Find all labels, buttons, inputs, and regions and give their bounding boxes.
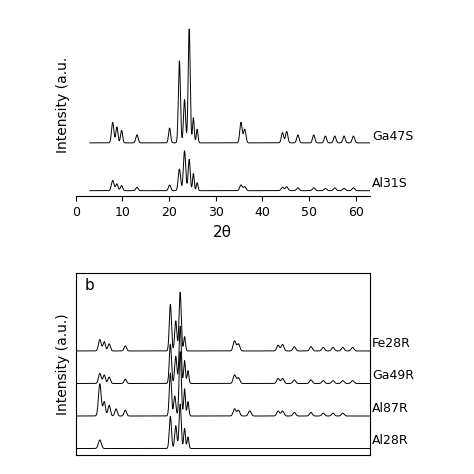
X-axis label: 2θ: 2θ — [213, 225, 232, 240]
Text: Al31S: Al31S — [372, 177, 408, 191]
Y-axis label: Intensity (a.u.): Intensity (a.u.) — [56, 313, 70, 415]
Text: Ga49R: Ga49R — [372, 369, 414, 382]
Text: b: b — [85, 278, 94, 293]
Text: Al87R: Al87R — [372, 401, 409, 415]
Text: Al28R: Al28R — [372, 434, 409, 447]
Text: Ga47S: Ga47S — [372, 129, 413, 143]
Y-axis label: Intensity (a.u.: Intensity (a.u. — [56, 57, 70, 154]
Text: Fe28R: Fe28R — [372, 337, 411, 350]
